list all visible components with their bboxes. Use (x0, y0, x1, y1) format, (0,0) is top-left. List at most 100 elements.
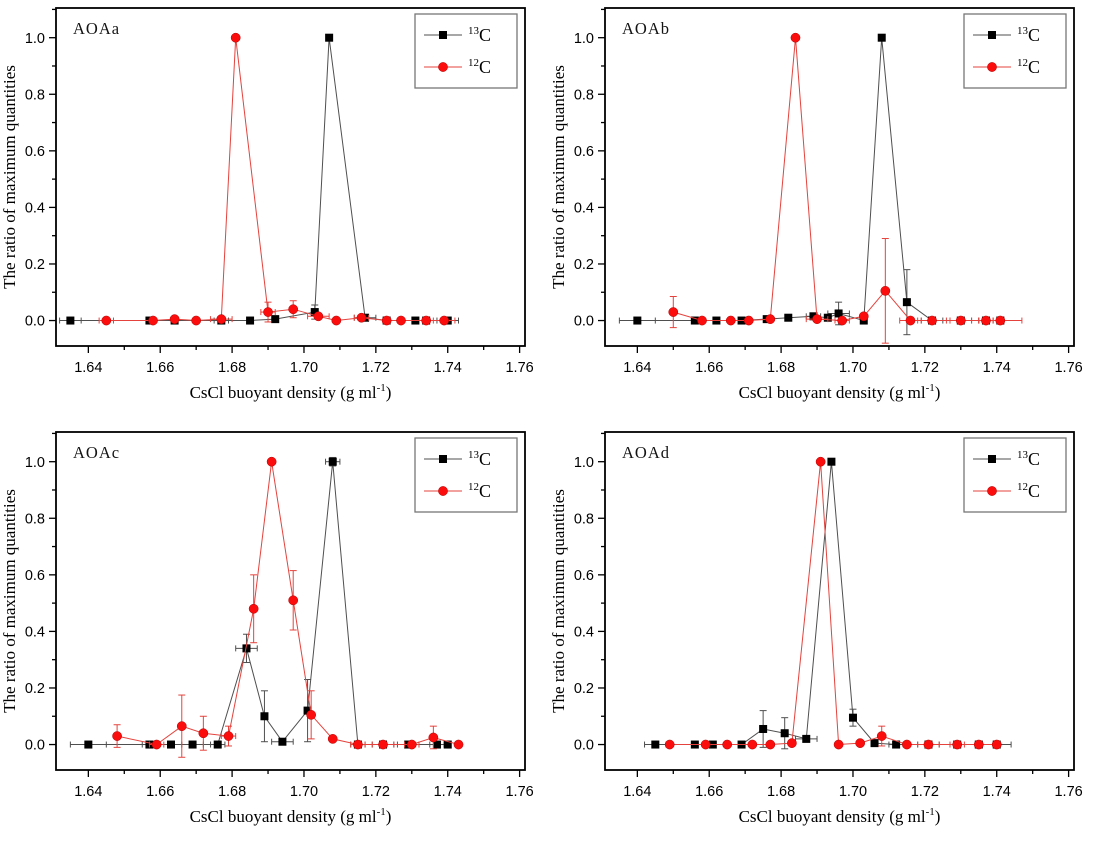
svg-text:0.0: 0.0 (25, 314, 45, 330)
square-marker (242, 644, 251, 653)
series-line (673, 37, 1001, 322)
square-marker (988, 31, 996, 39)
legend-box (414, 13, 518, 89)
series-13C (69, 456, 452, 749)
square-marker (213, 740, 222, 749)
circle-marker (722, 739, 733, 750)
square-marker (834, 309, 843, 318)
svg-text:0.8: 0.8 (25, 87, 45, 103)
series-line (116, 461, 459, 746)
circle-marker (880, 285, 891, 296)
svg-text:0.2: 0.2 (574, 257, 594, 273)
svg-text:1.72: 1.72 (911, 784, 939, 800)
square-marker (167, 740, 176, 749)
circle-marker (747, 739, 758, 750)
svg-text:1.76: 1.76 (1054, 360, 1082, 376)
x-axis-title: CsCl buoyant density (g ml-1) (190, 382, 392, 402)
square-marker (328, 457, 337, 466)
y-axis-title: The ratio of maximum quantities (549, 65, 568, 289)
circle-marker (406, 739, 417, 750)
circle-marker (306, 709, 317, 720)
square-marker (439, 455, 447, 463)
circle-marker (331, 315, 342, 326)
square-marker (892, 740, 901, 749)
svg-text:1.0: 1.0 (574, 455, 594, 471)
axes-ticks (598, 8, 1070, 353)
square-marker (780, 729, 789, 738)
panel-title-label: AOAc (73, 443, 120, 462)
circle-marker (952, 739, 963, 750)
square-marker (651, 740, 660, 749)
circle-marker (453, 739, 464, 750)
circle-marker (101, 315, 112, 326)
svg-text:1.72: 1.72 (362, 784, 390, 800)
square-marker (271, 315, 280, 324)
plot-frame (604, 431, 1075, 771)
axes-ticks (49, 432, 521, 777)
panel-title-label: AOAa (73, 19, 120, 38)
svg-text:1.70: 1.70 (290, 360, 318, 376)
square-marker (432, 740, 441, 749)
circle-marker (313, 311, 324, 322)
circle-marker (353, 739, 363, 750)
svg-text:0.4: 0.4 (574, 624, 594, 640)
square-marker (188, 740, 197, 749)
svg-text:1.68: 1.68 (218, 784, 246, 800)
legend-entry-12C: 12C (1017, 57, 1040, 77)
legend-entry-13C: 13C (1017, 449, 1040, 469)
circle-marker (378, 739, 388, 750)
svg-text:0.6: 0.6 (25, 568, 45, 584)
circle-marker (837, 315, 848, 326)
circle-marker (987, 62, 997, 72)
legend: 13C 12C (963, 13, 1067, 89)
circle-marker (812, 314, 822, 324)
series-line (88, 461, 448, 745)
panel-AOAb: 1.64 1.66 1.68 1.70 1.72 1.74 1.76 0.0 0.2 0.4 0.6… (549, 0, 1098, 424)
svg-text:0.6: 0.6 (574, 144, 594, 160)
axis-tick-labels: 1.64 1.66 1.68 1.70 1.72 1.74 1.76 0.0 0.2 0.4 0.6… (25, 455, 534, 800)
svg-text:1.64: 1.64 (74, 784, 102, 800)
square-marker (690, 316, 699, 325)
panel-AOAc: 1.64 1.66 1.68 1.70 1.72 1.74 1.76 0.0 0.2 0.4 0.6… (0, 424, 549, 848)
series-13C (59, 33, 460, 325)
square-marker (827, 457, 836, 466)
circle-marker (902, 739, 912, 750)
circle-marker (381, 315, 392, 326)
circle-marker (905, 315, 916, 326)
circle-marker (191, 315, 202, 326)
svg-text:0.8: 0.8 (574, 511, 594, 527)
square-marker (260, 712, 269, 721)
svg-text:0.4: 0.4 (25, 200, 45, 216)
svg-text:0.2: 0.2 (574, 681, 594, 697)
svg-text:1.72: 1.72 (362, 360, 390, 376)
square-marker (759, 724, 768, 733)
x-axis-title: CsCl buoyant density (g ml-1) (190, 806, 392, 826)
svg-text:0.2: 0.2 (25, 681, 45, 697)
circle-marker (288, 304, 299, 315)
panel-title-label: AOAb (622, 19, 670, 38)
square-marker (877, 33, 886, 42)
svg-text:1.68: 1.68 (218, 360, 246, 376)
series-12C (98, 32, 456, 326)
svg-text:0.4: 0.4 (574, 200, 594, 216)
circle-marker (421, 315, 432, 326)
legend-box (963, 13, 1067, 89)
circle-marker (428, 732, 439, 743)
circle-marker (356, 312, 367, 323)
svg-text:1.74: 1.74 (434, 360, 462, 376)
svg-text:1.72: 1.72 (911, 360, 939, 376)
svg-text:1.68: 1.68 (767, 360, 795, 376)
legend: 13C 12C (963, 437, 1067, 513)
circle-marker (327, 734, 338, 744)
circle-marker (765, 314, 776, 324)
square-marker (246, 316, 255, 325)
series-13C (644, 457, 1012, 750)
square-marker (439, 31, 447, 39)
chart-AOAb: 1.64 1.66 1.68 1.70 1.72 1.74 1.76 0.0 0.2 0.4 0.6… (549, 7, 1083, 402)
panel-AOAa: 1.64 1.66 1.68 1.70 1.72 1.74 1.76 0.0 0.2 0.4 0.6… (0, 0, 549, 424)
circle-marker (263, 307, 273, 317)
circle-marker (223, 731, 234, 741)
circle-marker (216, 314, 227, 324)
circle-marker (230, 32, 241, 43)
